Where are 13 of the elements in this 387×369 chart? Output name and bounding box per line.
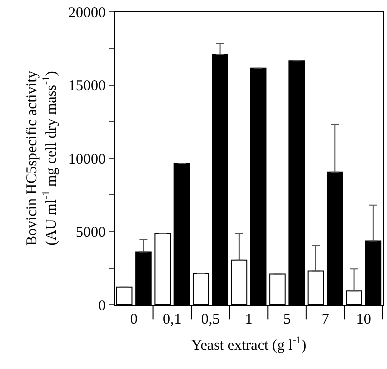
x-tick-label: 7: [322, 312, 330, 328]
y-tick-label: 10000: [68, 152, 106, 168]
x-tick-label: 0: [130, 312, 138, 328]
x-tick-label: 5: [284, 312, 292, 328]
y-tick-label: 15000: [68, 78, 106, 94]
x-tick-label: 10: [356, 312, 372, 328]
x-tick-label: 1: [245, 312, 253, 328]
y-tick-label: 5000: [76, 225, 106, 241]
y-tick-label: 20000: [68, 5, 106, 22]
y-tick-label: 0: [98, 298, 106, 314]
x-tick-label: 0,1: [163, 312, 182, 328]
x-tick-label: 0,5: [201, 312, 220, 328]
x-axis-title: Yeast extract (g l$^{-1}$): [191, 336, 307, 354]
